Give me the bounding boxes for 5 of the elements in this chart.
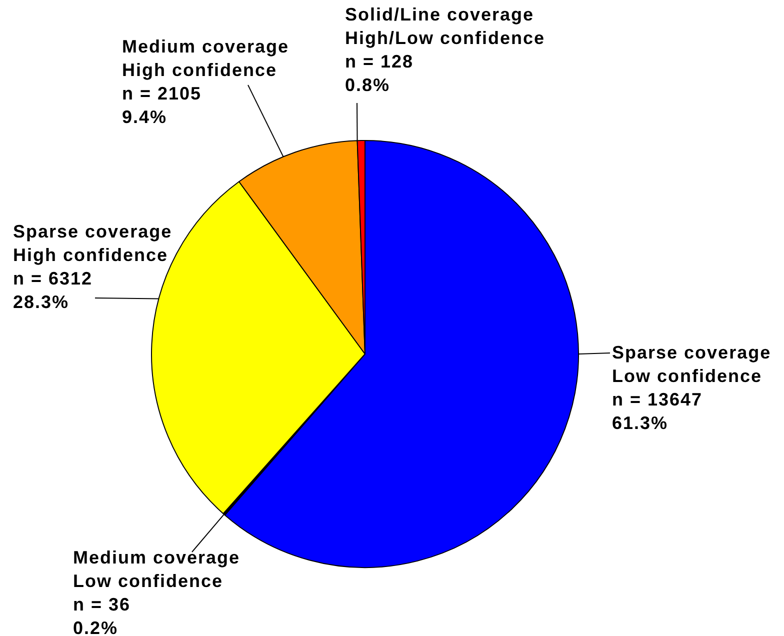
data-label: n = 13647 61.3% bbox=[612, 390, 703, 434]
data-label: n = 36 0.2% bbox=[73, 594, 131, 636]
data-label: n = 128 0.8% bbox=[345, 52, 414, 96]
data-label: n = 6312 28.3% bbox=[13, 268, 93, 312]
data-label: n = 2105 9.4% bbox=[122, 84, 202, 128]
